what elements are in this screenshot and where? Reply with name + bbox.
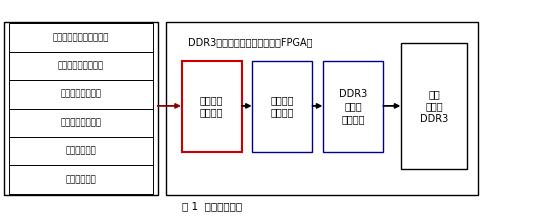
Text: 多档成交量统计行情消息: 多档成交量统计行情消息 <box>53 33 109 42</box>
Bar <box>182 61 242 152</box>
Text: 成交统计行情消息: 成交统计行情消息 <box>61 90 101 99</box>
Text: DDR3六通道读写防冲突设计（FPGA）: DDR3六通道读写防冲突设计（FPGA） <box>188 37 313 47</box>
Bar <box>9 137 153 165</box>
Text: 外部
存储器
DDR3: 外部 存储器 DDR3 <box>420 89 448 124</box>
Text: DDR3
存储器
控制模块: DDR3 存储器 控制模块 <box>339 89 367 124</box>
Text: 品种交易状态消息: 品种交易状态消息 <box>61 118 101 127</box>
Bar <box>166 22 478 195</box>
Bar <box>9 52 153 80</box>
Text: 多档定单簿行情消息: 多档定单簿行情消息 <box>58 61 104 71</box>
Bar <box>323 61 383 152</box>
Bar <box>9 108 153 137</box>
Bar <box>401 43 467 169</box>
Bar <box>9 165 153 194</box>
Text: 合约信息消息: 合约信息消息 <box>66 175 96 184</box>
Bar <box>9 23 153 52</box>
Text: 市场状态消息: 市场状态消息 <box>66 146 96 156</box>
Bar <box>252 61 312 152</box>
Text: 图 1  总体设计架构: 图 1 总体设计架构 <box>182 202 242 212</box>
Bar <box>9 80 153 108</box>
Text: 通道判优
仲裁模块: 通道判优 仲裁模块 <box>200 95 223 118</box>
Text: 读写逻辑
控制模块: 读写逻辑 控制模块 <box>271 95 294 118</box>
Bar <box>4 22 158 195</box>
